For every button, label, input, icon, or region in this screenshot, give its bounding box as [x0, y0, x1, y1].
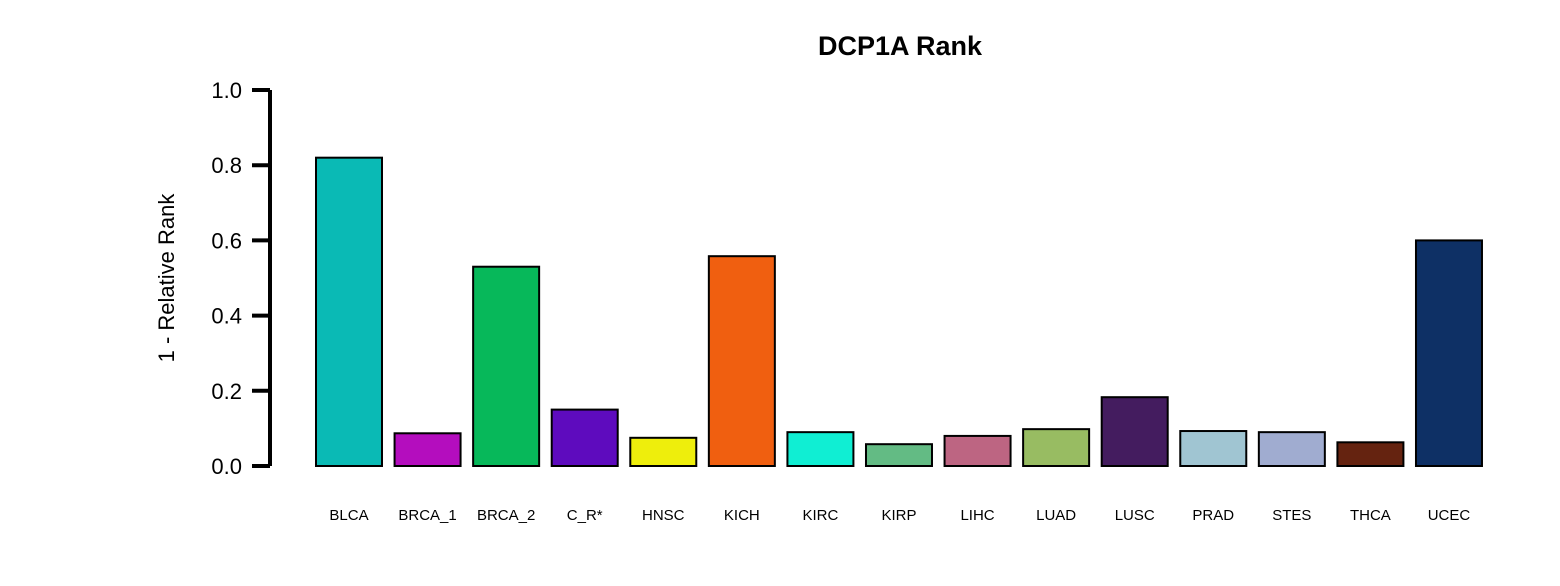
chart-title: DCP1A Rank — [818, 31, 983, 61]
x-tick-label: LUSC — [1115, 507, 1155, 524]
y-tick-label: 0.2 — [211, 379, 242, 404]
x-tick-label: C_R* — [567, 507, 603, 524]
bars — [315, 156, 1483, 468]
y-axis-ticks: 0.0 0.2 0.4 0.6 0.8 1.0 — [211, 78, 270, 479]
x-tick-label: KICH — [724, 507, 760, 524]
y-axis-label: 1 - Relative Rank — [154, 193, 179, 363]
x-axis-tick-labels: BLCA BRCA_1 BRCA_2 C_R* HNSC KICH KIRC KIRP LIHC… — [329, 507, 1470, 524]
bar-lihc — [943, 434, 1012, 468]
x-tick-label: UCEC — [1428, 507, 1471, 524]
x-tick-label: KIRP — [881, 507, 916, 524]
bar-brca-1 — [393, 432, 462, 467]
y-tick-label: 0.8 — [211, 153, 242, 178]
bar-c-r — [550, 408, 619, 468]
bar-kich — [707, 255, 776, 467]
bar-stes — [1257, 431, 1326, 468]
x-tick-label: THCA — [1350, 507, 1391, 524]
y-tick-label: 0.6 — [211, 228, 242, 253]
y-tick-label: 1.0 — [211, 78, 242, 103]
x-tick-label: BRCA_2 — [477, 507, 535, 524]
x-tick-label: HNSC — [642, 507, 685, 524]
x-tick-label: BRCA_1 — [398, 507, 456, 524]
y-tick-label: 0.0 — [211, 454, 242, 479]
bar-prad — [1179, 430, 1248, 468]
bar-luad — [1022, 428, 1091, 468]
bar-hnsc — [629, 436, 698, 467]
bar-lusc — [1100, 396, 1169, 467]
bar-thca — [1336, 441, 1405, 468]
x-tick-label: PRAD — [1192, 507, 1234, 524]
bar-blca — [315, 156, 383, 467]
bar-kirc — [786, 431, 855, 468]
x-tick-label: LUAD — [1036, 507, 1076, 524]
bar-ucec — [1414, 239, 1483, 467]
bar-kirp — [864, 443, 933, 467]
x-tick-label: KIRC — [802, 507, 838, 524]
x-tick-label: BLCA — [329, 507, 368, 524]
y-tick-label: 0.4 — [211, 304, 242, 329]
bar-brca-2 — [472, 265, 541, 467]
x-tick-label: LIHC — [960, 507, 994, 524]
x-tick-label: STES — [1272, 507, 1311, 524]
